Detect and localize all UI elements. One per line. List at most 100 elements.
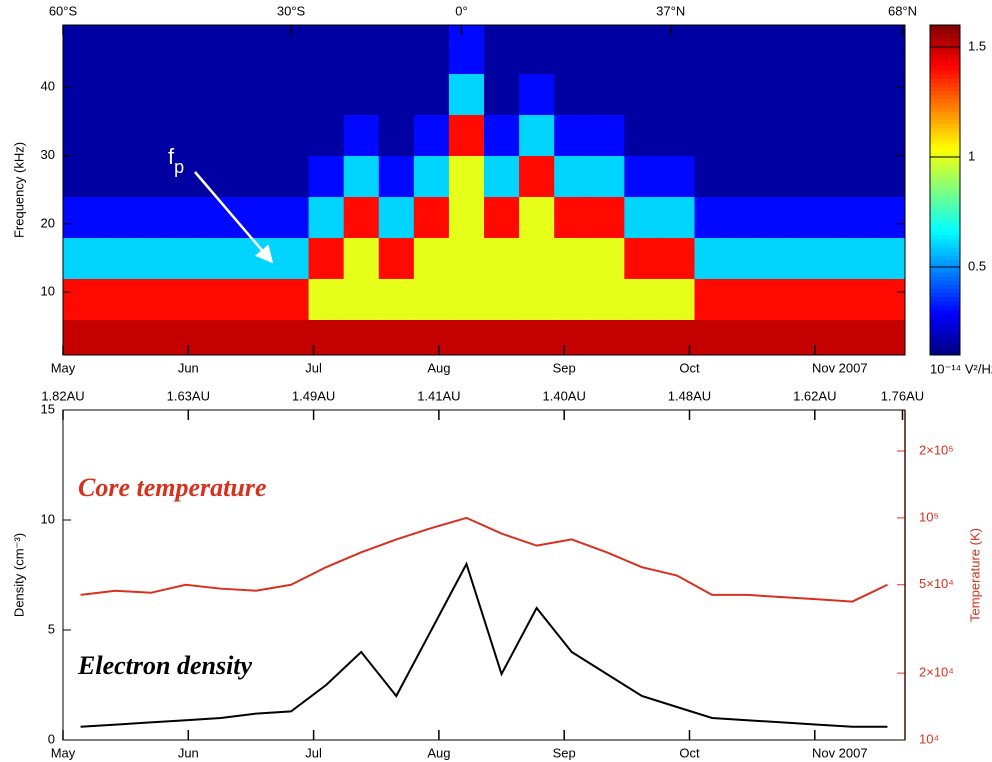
heatmap-cell: [273, 196, 310, 238]
colorbar-segment: [930, 330, 960, 335]
x-tick-label: Aug: [427, 360, 450, 375]
heatmap-cell: [554, 155, 590, 197]
heatmap-cell: [729, 155, 766, 197]
heatmap-cell: [799, 196, 836, 238]
colorbar-segment: [930, 161, 960, 166]
heatmap-cell: [343, 237, 380, 279]
heatmap-cell: [659, 237, 695, 279]
heatmap-cell: [624, 25, 660, 75]
heatmap-cell: [273, 155, 310, 197]
heatmap-cell: [624, 319, 660, 356]
colorbar-segment: [930, 70, 960, 75]
x2-tick-label: 1.76AU: [881, 388, 924, 403]
heatmap-cell: [799, 319, 836, 356]
colorbar-segment: [930, 33, 960, 38]
heatmap-cell: [378, 237, 415, 279]
heatmap-cell: [98, 237, 134, 279]
heatmap-cell: [63, 278, 99, 320]
x-tick-label: Nov 2007: [812, 360, 868, 375]
heatmap-cell: [519, 278, 555, 320]
plot-frame: [62, 409, 906, 741]
heatmap-cell: [589, 196, 625, 238]
heatmap-cell: [133, 25, 169, 75]
heatmap-cell: [694, 196, 731, 238]
colorbar-segment: [930, 235, 960, 240]
heatmap-cell: [554, 25, 590, 75]
heatmap-cell: [378, 196, 415, 238]
heatmap-cell: [624, 114, 660, 156]
heatmap-cell: [799, 155, 836, 197]
heatmap-cell: [519, 73, 555, 116]
heatmap-cell: [168, 25, 204, 75]
heatmap-cell: [63, 319, 99, 356]
annotation-subscript: p: [174, 157, 184, 177]
colorbar-segment: [930, 53, 960, 59]
heatmap-cell: [238, 196, 274, 238]
colorbar-segment: [930, 124, 960, 129]
heatmap-cell: [133, 237, 169, 279]
series-line: [80, 516, 888, 603]
heatmap-cell: [484, 196, 520, 238]
heatmap-cell: [659, 73, 695, 116]
colorbar-segment: [930, 132, 960, 137]
x2-tick-label: 37°N: [656, 3, 685, 18]
heatmap-cell: [308, 278, 345, 320]
heatmap-cell: [624, 278, 660, 320]
heatmap-cell: [203, 25, 239, 75]
heatmap-cell: [168, 73, 204, 116]
x-tick-label: Jul: [305, 745, 322, 760]
heatmap-cell: [308, 73, 345, 116]
colorbar-segment: [930, 276, 960, 282]
colorbar-segment: [930, 210, 960, 216]
colorbar-segment: [930, 119, 960, 125]
heatmap-cell: [413, 25, 450, 75]
heatmap-cell: [413, 237, 450, 279]
heatmap-cell: [133, 196, 169, 238]
x2-tick-label: 30°S: [277, 3, 306, 18]
heatmap-cell: [238, 73, 274, 116]
y-tick-label: 10: [41, 284, 55, 299]
heatmap-cell: [98, 155, 134, 197]
heatmap-cell: [448, 25, 485, 75]
heatmap-cell: [133, 278, 169, 320]
colorbar-segment: [930, 165, 960, 170]
heatmap-cell: [869, 278, 906, 320]
colorbar-segment: [930, 66, 960, 71]
series-line: [80, 561, 888, 728]
heatmap-cell: [448, 278, 485, 320]
heatmap-cell: [554, 73, 590, 116]
colorbar-segment: [930, 128, 960, 133]
heatmap-cell: [133, 155, 169, 197]
colorbar-segment: [930, 37, 960, 42]
heatmap-cell: [799, 25, 836, 75]
colorbar-segment: [930, 152, 960, 158]
colorbar-segment: [930, 140, 960, 146]
heatmap-cell: [659, 196, 695, 238]
y2-tick-label: 2×10⁴: [919, 665, 954, 680]
heatmap-cell: [448, 114, 485, 156]
y-axis-label: Density (cm⁻³): [11, 533, 26, 617]
heatmap-cell: [484, 237, 520, 279]
heatmap-cell: [308, 237, 345, 279]
heatmap-cell: [238, 155, 274, 197]
heatmap-cell: [694, 237, 731, 279]
colorbar-segment: [930, 218, 960, 224]
x-tick-label: Nov 2007: [812, 745, 868, 760]
heatmap-cell: [273, 237, 310, 279]
heatmap-cell: [659, 278, 695, 320]
colorbar-segment: [930, 305, 960, 311]
heatmap-cell: [764, 25, 801, 75]
colorbar-segment: [930, 62, 960, 67]
colorbar-segment: [930, 227, 960, 232]
heatmap-cell: [343, 319, 380, 356]
heatmap-cell: [133, 114, 169, 156]
heatmap-cell: [659, 114, 695, 156]
heatmap-cell: [659, 155, 695, 197]
y2-tick-label: 5×10⁴: [919, 576, 954, 591]
heatmap-cell: [133, 319, 169, 356]
y-tick-label: 0: [48, 731, 55, 746]
heatmap-cell: [448, 155, 485, 197]
heatmap-cell: [799, 73, 836, 116]
colorbar-segment: [930, 293, 960, 298]
